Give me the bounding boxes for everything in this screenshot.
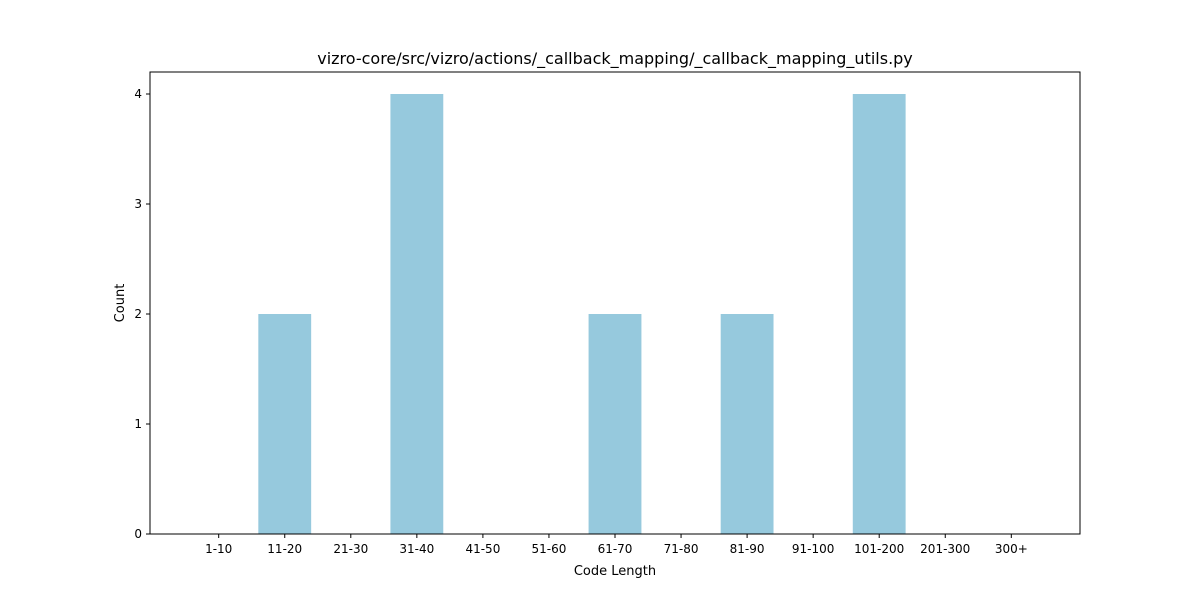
x-tick-label: 31-40	[399, 542, 434, 556]
bars-group	[258, 94, 906, 534]
bar-61-70	[588, 314, 642, 534]
x-tick-label: 71-80	[664, 542, 699, 556]
x-tick-label: 91-100	[792, 542, 835, 556]
x-tick-label: 81-90	[730, 542, 765, 556]
y-tick-label: 3	[134, 197, 142, 211]
y-axis: 0 1 2 3 4	[134, 87, 150, 541]
y-tick-label: 4	[134, 87, 142, 101]
y-axis-label: Count	[113, 284, 128, 323]
x-tick-label: 11-20	[267, 542, 302, 556]
x-axis: 1-10 11-20 21-30 31-40 41-50 51-60 61-70 71-80 8…	[205, 534, 1028, 556]
bar-11-20	[258, 314, 312, 534]
bar-81-90	[720, 314, 774, 534]
x-tick-label: 201-300	[920, 542, 970, 556]
bar-101-200	[852, 94, 906, 534]
y-tick-label: 1	[134, 417, 142, 431]
x-tick-label: 300+	[995, 542, 1028, 556]
x-tick-label: 61-70	[598, 542, 633, 556]
x-tick-label: 21-30	[333, 542, 368, 556]
chart-title: vizro-core/src/vizro/actions/_callback_m…	[317, 49, 913, 69]
x-axis-label: Code Length	[574, 564, 656, 579]
x-tick-label: 1-10	[205, 542, 232, 556]
x-tick-label: 51-60	[532, 542, 567, 556]
x-tick-label: 101-200	[854, 542, 904, 556]
y-tick-label: 2	[134, 307, 142, 321]
bar-31-40	[390, 94, 444, 534]
y-tick-label: 0	[134, 527, 142, 541]
x-tick-label: 41-50	[465, 542, 500, 556]
